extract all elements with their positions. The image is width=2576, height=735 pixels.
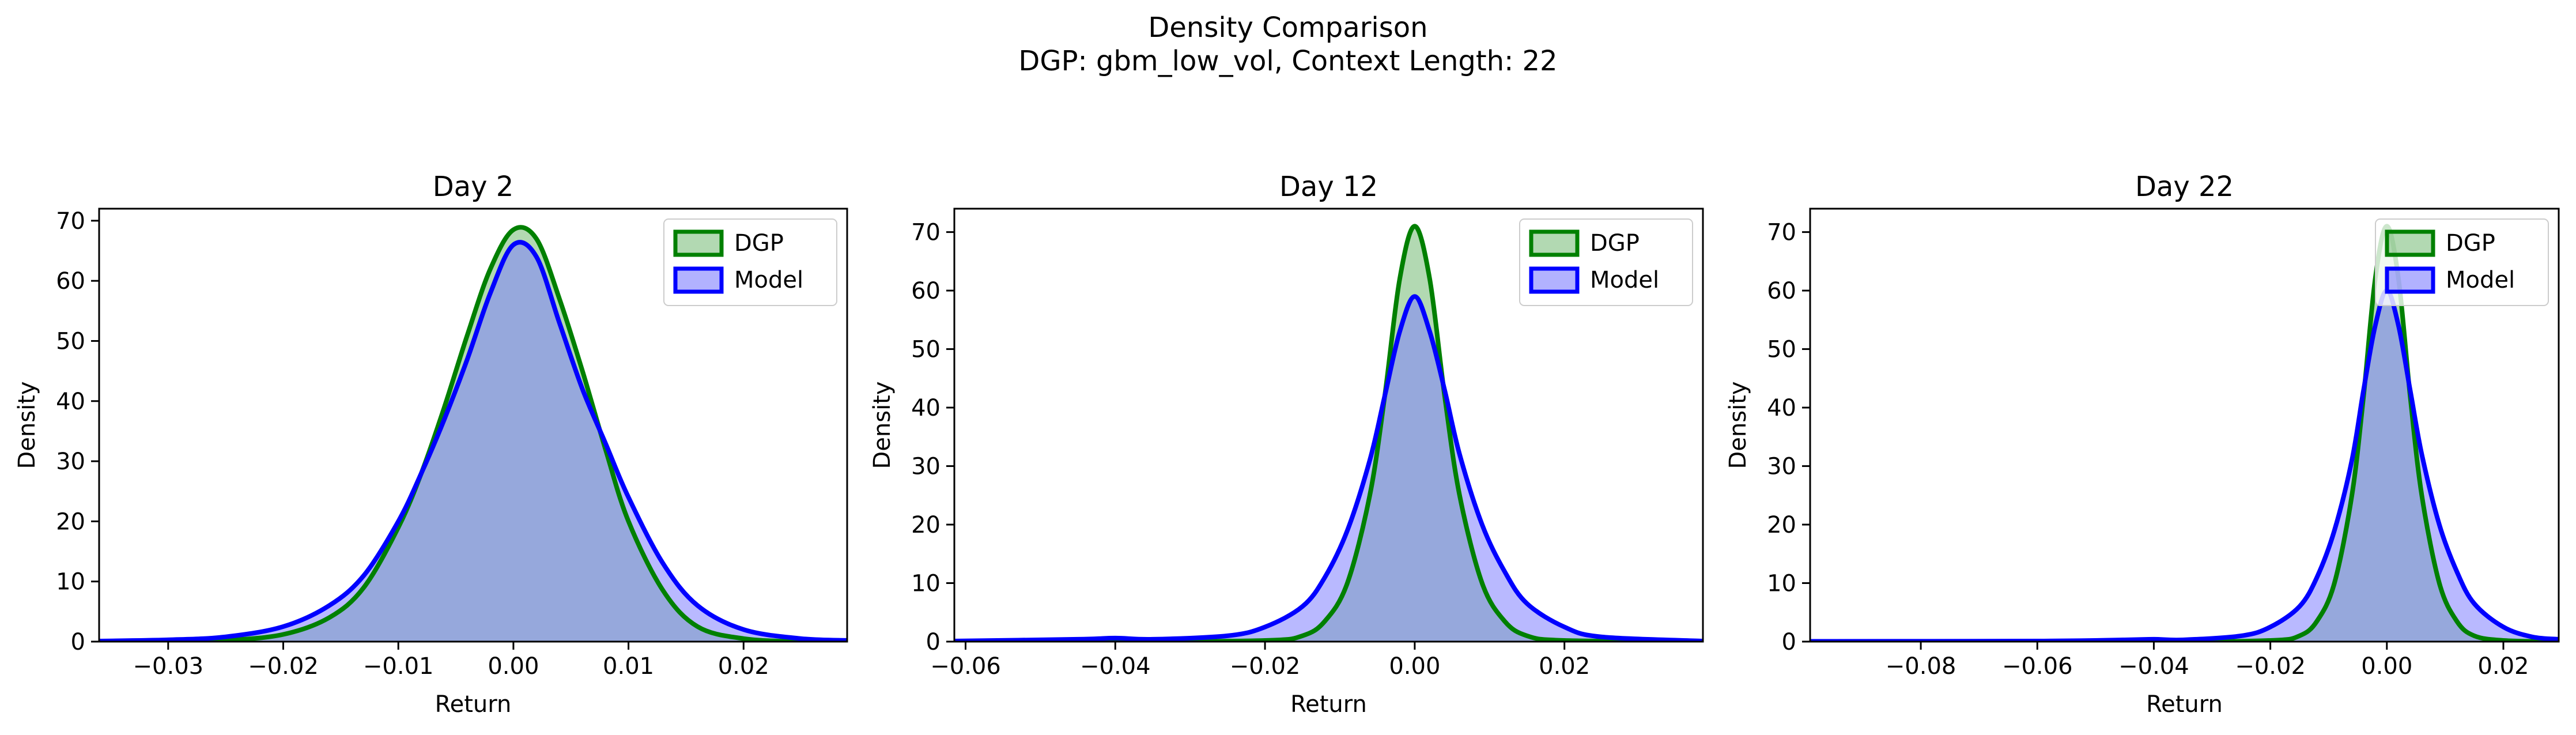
dgp-legend-swatch — [673, 229, 724, 257]
y-tick-label: 0 — [926, 629, 940, 655]
y-axis-label: Density — [1725, 381, 1751, 469]
dgp-legend-label: DGP — [734, 230, 784, 257]
panel-1: −0.03 −0.02 −0.01 0.00 0.01 0.02 0 10 20 30 40 50 60… — [14, 171, 848, 718]
model-density-area — [99, 242, 847, 642]
y-tick-label: 50 — [1767, 337, 1796, 363]
x-tick-label: −0.02 — [2235, 653, 2306, 680]
x-tick-label: −0.04 — [2118, 653, 2189, 680]
y-axis-label: Density — [869, 381, 896, 469]
y-tick-label: 50 — [56, 328, 85, 355]
x-tick-label: 0.02 — [718, 653, 769, 680]
model-legend-swatch — [1529, 266, 1580, 294]
y-tick-label: 30 — [56, 448, 85, 475]
y-tick-label: 60 — [911, 278, 940, 304]
y-tick-label: 30 — [1767, 454, 1796, 480]
x-tick-label: 0.02 — [2477, 653, 2529, 680]
panels-group: −0.03 −0.02 −0.01 0.00 0.01 0.02 0 10 20 30 40 50 60… — [14, 171, 2560, 718]
y-tick-label: 20 — [1767, 512, 1796, 538]
y-tick-label: 70 — [1767, 220, 1796, 246]
model-legend-swatch — [673, 266, 724, 294]
dgp-legend-swatch — [2385, 229, 2435, 257]
model-legend-swatch — [2385, 266, 2435, 294]
dgp-legend-swatch — [1529, 229, 1580, 257]
y-tick-label: 30 — [911, 454, 940, 480]
x-tick-label: −0.08 — [1886, 653, 1956, 680]
y-tick-label: 10 — [1767, 571, 1796, 597]
y-tick-label: 40 — [911, 395, 940, 421]
panel-3: −0.08 −0.06 −0.04 −0.02 0.00 0.02 0 10 20 30 40 50 6… — [1725, 171, 2560, 718]
legend: DGP Model — [663, 218, 837, 306]
x-tick-label: −0.01 — [363, 653, 434, 680]
y-tick-label: 70 — [911, 220, 940, 246]
x-tick-label: −0.03 — [133, 653, 204, 680]
model-density-line — [1810, 288, 2559, 642]
model-legend-label: Model — [2446, 267, 2515, 293]
y-tick-label: 40 — [56, 389, 85, 415]
figure-title-line-1: Density Comparison — [1148, 12, 1427, 44]
x-tick-label: 0.02 — [1539, 653, 1590, 680]
model-legend-label: Model — [1590, 267, 1659, 293]
panel-title: Day 12 — [1279, 171, 1378, 203]
x-tick-label: 0.00 — [488, 653, 539, 680]
x-axis-label: Return — [435, 691, 512, 718]
y-tick-label: 20 — [911, 512, 940, 538]
dgp-legend-label: DGP — [1590, 230, 1640, 257]
axes-frame — [1809, 208, 2560, 643]
dgp-density-line — [954, 224, 1703, 642]
model-density-line — [99, 240, 847, 642]
dgp-density-line — [99, 225, 847, 642]
x-tick-label: −0.04 — [1080, 653, 1151, 680]
x-tick-label: 0.01 — [603, 653, 654, 680]
x-tick-label: −0.02 — [1230, 653, 1301, 680]
model-density-line — [954, 294, 1703, 642]
y-tick-label: 60 — [1767, 278, 1796, 304]
axes-frame — [98, 208, 848, 643]
y-tick-label: 20 — [56, 508, 85, 535]
panel-title: Day 2 — [433, 171, 514, 203]
axes-frame — [953, 208, 1704, 643]
model-legend-label: Model — [734, 267, 803, 293]
legend: DGP Model — [2375, 218, 2549, 306]
dgp-legend-label: DGP — [2446, 230, 2495, 257]
y-tick-label: 50 — [911, 337, 940, 363]
panel-2: −0.06 −0.04 −0.02 0.00 0.02 0 10 20 30 40 50 60 70 Da… — [869, 171, 1704, 718]
y-tick-label: 70 — [56, 208, 85, 235]
x-tick-label: −0.02 — [248, 653, 319, 680]
y-axis-label: Density — [14, 381, 40, 469]
y-tick-label: 10 — [911, 571, 940, 597]
x-axis-label: Return — [1290, 691, 1367, 718]
x-tick-label: −0.06 — [2002, 653, 2073, 680]
model-density-area — [1810, 291, 2559, 642]
x-axis-label: Return — [2146, 691, 2223, 718]
plot-area — [954, 224, 1703, 642]
x-tick-label: 0.00 — [1389, 653, 1440, 680]
y-tick-label: 60 — [56, 268, 85, 295]
x-tick-label: −0.06 — [930, 653, 1001, 680]
figure-title-line-2: DGP: gbm_low_vol, Context Length: 22 — [1018, 45, 1557, 77]
plot-area — [99, 225, 847, 642]
x-tick-label: 0.00 — [2361, 653, 2412, 680]
y-tick-label: 10 — [56, 569, 85, 595]
legend: DGP Model — [1519, 218, 1693, 306]
y-tick-label: 0 — [71, 629, 85, 655]
y-tick-label: 40 — [1767, 395, 1796, 421]
y-tick-label: 0 — [1782, 629, 1796, 655]
panel-title: Day 22 — [2135, 171, 2234, 203]
